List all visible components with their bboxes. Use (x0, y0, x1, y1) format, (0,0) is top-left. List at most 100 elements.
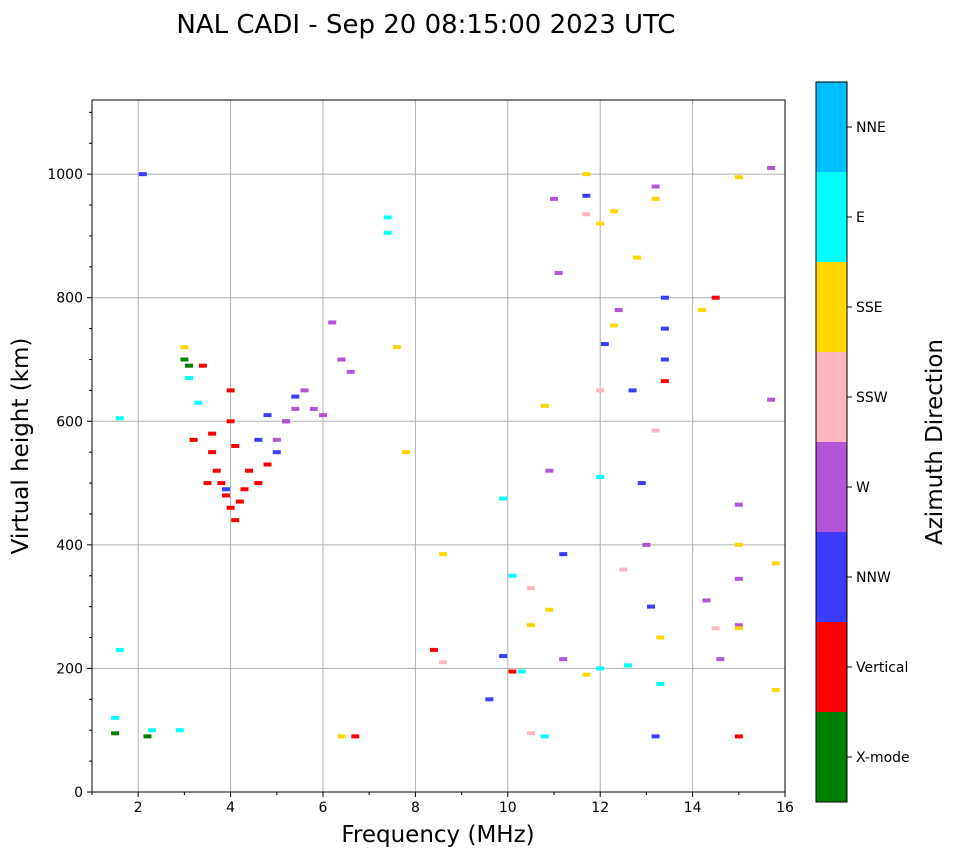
echo-mark-nnw (499, 654, 508, 659)
echo-mark-vertical (711, 295, 720, 300)
echo-mark-nnw (651, 734, 660, 739)
echo-mark-sse (610, 209, 619, 214)
echo-mark-sse (392, 345, 401, 350)
echo-mark-nnw (138, 172, 147, 177)
y-tick-label: 0 (74, 785, 83, 801)
colorbar-frame (815, 81, 848, 803)
echo-mark-nnw (485, 697, 494, 702)
echo-mark-ssw (596, 388, 605, 393)
echo-mark-vertical (226, 419, 235, 424)
echo-mark-w (767, 165, 776, 170)
colorbar-segment (816, 712, 847, 802)
echo-mark-sse (545, 607, 554, 612)
echo-mark-nnw (254, 437, 263, 442)
echo-mark-e (596, 474, 605, 479)
y-tick-label: 400 (56, 538, 83, 554)
x-tick-label: 4 (226, 800, 235, 816)
colorbar-tick-label: SSE (856, 300, 883, 316)
echo-mark-sse (582, 172, 591, 177)
echo-mark-x-mode (143, 734, 152, 739)
y-tick-label: 200 (56, 661, 83, 677)
echo-mark-vertical (240, 487, 249, 492)
echo-mark-sse (734, 175, 743, 180)
echo-mark-e (115, 416, 124, 421)
x-tick-label: 16 (776, 800, 794, 816)
echo-mark-e (499, 496, 508, 501)
echo-mark-vertical (226, 388, 235, 393)
echo-mark-ssw (651, 428, 660, 433)
echo-mark-e (383, 215, 392, 220)
echo-mark-sse (651, 196, 660, 201)
echo-mark-vertical (351, 734, 360, 739)
echo-mark-sse (734, 542, 743, 547)
echo-mark-sse (596, 221, 605, 226)
echo-mark-vertical (208, 431, 217, 436)
echo-mark-vertical (734, 734, 743, 739)
echo-mark-x-mode (111, 731, 120, 736)
echo-mark-nnw (559, 552, 568, 557)
echo-mark-w (282, 419, 291, 424)
echo-mark-ssw (582, 212, 591, 217)
echo-mark-nnw (582, 193, 591, 198)
echo-mark-nnw (647, 604, 656, 609)
echo-mark-vertical (231, 518, 240, 523)
echo-mark-vertical (245, 468, 254, 473)
echo-mark-vertical (226, 505, 235, 510)
echo-mark-vertical (263, 462, 272, 467)
echo-mark-nnw (660, 295, 669, 300)
x-axis: 2 4 6 8 10 12 14 16 (91, 792, 794, 816)
echo-mark-w (346, 369, 355, 374)
echo-mark-w (651, 184, 660, 189)
echo-mark-nnw (628, 388, 637, 393)
echo-mark-ssw (526, 731, 535, 736)
echo-mark-e (111, 715, 120, 720)
y-tick-label: 800 (56, 291, 83, 307)
echo-mark-ssw (439, 660, 448, 665)
echo-mark-vertical (212, 468, 221, 473)
echo-mark-w (559, 657, 568, 662)
data-marks (111, 165, 780, 739)
colorbar-tick-label: NNW (856, 570, 891, 586)
colorbar-segment (816, 352, 847, 442)
echo-mark-vertical (660, 379, 669, 384)
echo-mark-w (545, 468, 554, 473)
echo-mark-w (337, 357, 346, 362)
echo-mark-vertical (254, 481, 263, 486)
echo-mark-sse (439, 552, 448, 557)
echo-mark-ssw (619, 567, 628, 572)
echo-mark-nnw (291, 394, 300, 399)
echo-mark-e (115, 647, 124, 652)
echo-mark-sse (337, 734, 346, 739)
echo-mark-sse (402, 450, 411, 455)
colorbar-tick-label: SSW (856, 390, 888, 406)
y-tick-label: 1000 (47, 167, 83, 183)
echo-mark-vertical (217, 481, 226, 486)
echo-mark-sse (540, 403, 549, 408)
echo-mark-e (517, 669, 526, 674)
x-tick-label: 10 (499, 800, 517, 816)
x-tick-label: 2 (134, 800, 143, 816)
echo-mark-e (540, 734, 549, 739)
echo-mark-vertical (231, 444, 240, 448)
echo-mark-w (734, 623, 743, 628)
colorbar: X-mode Vertical NNW W SSW SSE E NNE (815, 81, 910, 803)
colorbar-segment (816, 442, 847, 532)
echo-mark-w (554, 271, 563, 275)
y-axis-label: Virtual height (km) (8, 338, 34, 555)
echo-mark-w (319, 413, 327, 418)
colorbar-label: Azimuth Direction (922, 339, 948, 545)
echo-mark-vertical (208, 450, 217, 455)
echo-mark-e (194, 400, 203, 405)
colorbar-segment (816, 172, 847, 262)
colorbar-segment (816, 82, 847, 172)
y-tick-label: 600 (56, 414, 83, 430)
echo-mark-w (309, 406, 318, 411)
echo-mark-e (623, 663, 632, 668)
echo-mark-vertical (235, 499, 244, 504)
echo-mark-ssw (711, 626, 720, 631)
echo-mark-nnw (600, 342, 609, 347)
echo-mark-sse (734, 626, 743, 631)
echo-mark-e (383, 230, 392, 235)
grid-lines (92, 100, 785, 792)
colorbar-segment (816, 532, 847, 622)
